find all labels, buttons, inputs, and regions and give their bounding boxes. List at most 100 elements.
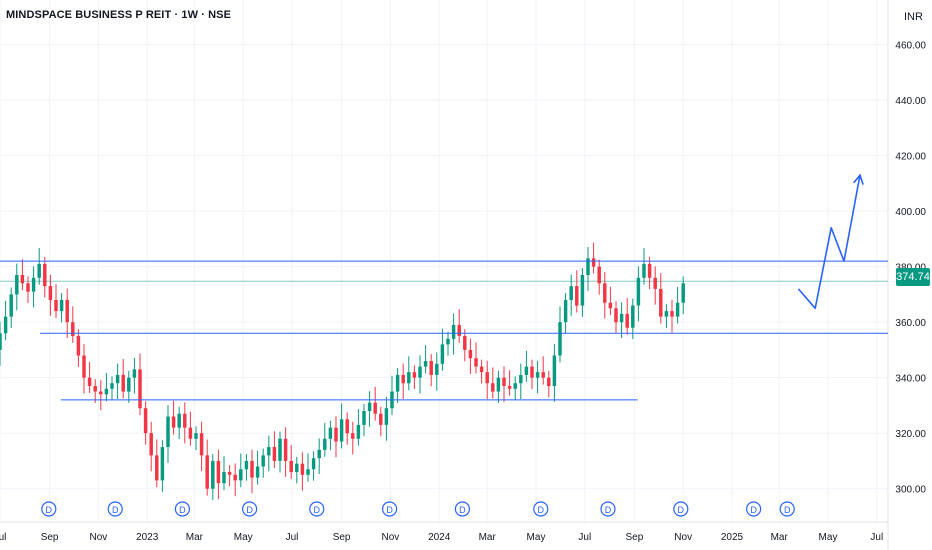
- candle-body: [149, 433, 153, 456]
- candle-body: [26, 283, 30, 292]
- candle: [82, 344, 86, 394]
- dividend-marker-circle: [41, 501, 57, 517]
- candle: [379, 406, 383, 437]
- candle: [569, 274, 573, 316]
- candle: [59, 293, 64, 323]
- time-axis-label: Sep: [41, 532, 59, 543]
- candle-body: [76, 336, 81, 356]
- candle-body: [295, 463, 299, 473]
- dividend-marker-circle: [174, 501, 190, 517]
- candle: [250, 449, 254, 494]
- candle: [306, 453, 310, 482]
- candle-body: [306, 469, 310, 475]
- dividend-marker-circle: [533, 501, 549, 517]
- candle-body: [502, 377, 506, 387]
- candle-body: [3, 316, 8, 334]
- candle-body: [463, 336, 467, 350]
- candle-body: [127, 377, 131, 392]
- candle-body: [636, 277, 641, 306]
- candle-body: [54, 299, 58, 312]
- candle: [76, 329, 81, 367]
- time-axis-label: Sep: [626, 532, 644, 543]
- candle-body: [597, 266, 601, 284]
- candle-body: [664, 311, 669, 317]
- candle-body: [373, 402, 377, 414]
- price-axis-label: 400.00: [895, 207, 926, 218]
- candle: [591, 242, 596, 274]
- candle: [356, 409, 361, 446]
- candle: [194, 426, 198, 451]
- candle-body: [681, 283, 685, 303]
- candle: [227, 465, 232, 487]
- candle: [177, 406, 181, 440]
- candle-body: [435, 363, 439, 375]
- time-axis-label: 2023: [136, 532, 159, 543]
- candle-body: [586, 258, 590, 275]
- candle-body: [423, 361, 428, 367]
- candle-body: [216, 460, 221, 484]
- candle: [216, 449, 221, 499]
- candle-body: [289, 460, 293, 473]
- candle: [524, 350, 529, 382]
- candle: [115, 363, 120, 400]
- time-axis-label: Mar: [479, 532, 497, 543]
- candle: [552, 344, 557, 402]
- symbol-title[interactable]: MINDSPACE BUSINESS P REIT · 1W · NSE: [6, 9, 232, 21]
- dividend-marker: D: [41, 501, 57, 517]
- candle: [15, 263, 19, 311]
- candle-body: [278, 438, 282, 461]
- candle-body: [384, 408, 389, 425]
- candle-body: [20, 275, 25, 284]
- price-axis-label: 460.00: [895, 41, 926, 52]
- candle-body: [194, 433, 198, 439]
- candle: [37, 248, 41, 285]
- candle: [547, 370, 551, 398]
- candle-body: [115, 374, 120, 384]
- candle-body: [367, 402, 372, 411]
- candle-body: [339, 419, 344, 442]
- dividend-marker-label: D: [314, 505, 321, 515]
- candle-body: [485, 372, 489, 384]
- projection-arrowhead: [853, 173, 864, 185]
- candle: [608, 286, 613, 316]
- last-price-tag: 374.74: [896, 268, 930, 286]
- candle-body: [608, 302, 613, 309]
- dividend-marker-label: D: [605, 505, 612, 515]
- time-axis-label: Sep: [333, 532, 351, 543]
- candle: [631, 298, 635, 340]
- dividend-marker-label: D: [538, 505, 545, 515]
- candle: [317, 438, 321, 474]
- candle: [435, 352, 439, 391]
- dividend-marker: D: [107, 501, 123, 517]
- projection-path: [797, 174, 861, 310]
- candle-body: [300, 463, 305, 475]
- candle-body: [222, 472, 226, 484]
- candle-body: [457, 324, 461, 337]
- candle-body: [323, 438, 327, 450]
- candle-body: [379, 413, 383, 425]
- dividend-marker: D: [242, 501, 258, 517]
- candle-body: [491, 383, 495, 392]
- candle-body: [507, 386, 512, 389]
- dividend-marker: D: [382, 501, 398, 517]
- time-axis-label: Jul: [870, 532, 883, 543]
- candle-body: [659, 288, 663, 317]
- candle-body: [138, 369, 142, 409]
- price-axis-label: 320.00: [895, 429, 926, 440]
- candle: [423, 345, 428, 374]
- time-axis-label: May: [527, 532, 546, 543]
- candle-body: [317, 449, 321, 459]
- dividend-marker-circle: [454, 501, 470, 517]
- candle: [149, 421, 153, 472]
- candle-body: [132, 369, 137, 378]
- time-axis-label: Jul: [578, 532, 591, 543]
- candle-body: [143, 408, 148, 434]
- candle-body: [272, 447, 277, 461]
- dividend-marker: D: [779, 501, 795, 517]
- dividend-marker-label: D: [246, 505, 253, 515]
- candle: [289, 445, 293, 479]
- candle: [440, 328, 445, 371]
- candle: [653, 266, 657, 305]
